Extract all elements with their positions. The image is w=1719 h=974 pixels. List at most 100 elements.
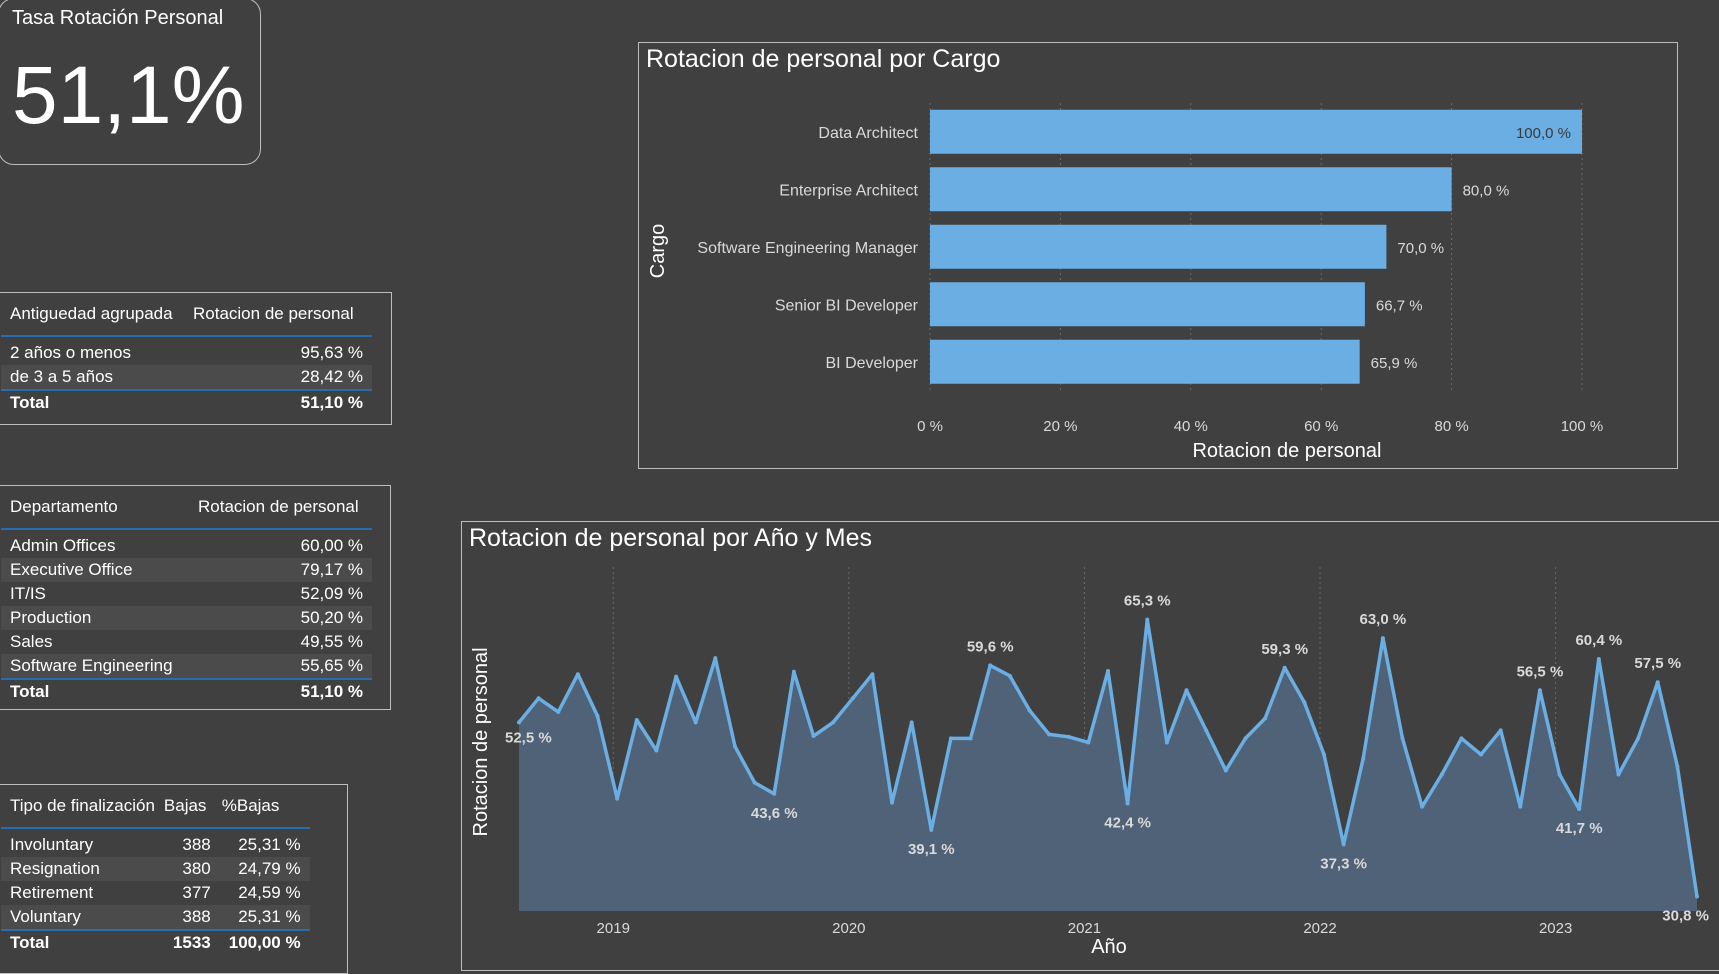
data-point[interactable]	[1695, 894, 1699, 899]
departamento-table[interactable]: Departamento Rotacion de personal Admin …	[0, 485, 391, 710]
data-point[interactable]	[575, 672, 580, 677]
data-point[interactable]	[831, 720, 836, 725]
table-cell: Software Engineering	[1, 654, 189, 679]
data-point[interactable]	[1164, 740, 1169, 745]
bar[interactable]	[930, 282, 1365, 327]
data-point[interactable]	[1675, 764, 1680, 769]
data-point[interactable]	[595, 713, 600, 718]
column-header[interactable]: Rotacion de personal	[184, 293, 372, 337]
bar[interactable]	[930, 339, 1360, 384]
data-point[interactable]	[732, 744, 737, 749]
x-tick-label: 80 %	[1434, 418, 1468, 435]
data-point[interactable]	[988, 663, 993, 668]
data-point[interactable]	[615, 796, 620, 801]
data-point[interactable]	[1459, 736, 1464, 741]
data-point[interactable]	[1420, 804, 1425, 809]
table-row[interactable]: Executive Office 79,17 %	[1, 558, 372, 582]
data-point[interactable]	[1479, 752, 1484, 757]
data-point[interactable]	[634, 717, 639, 722]
data-point[interactable]	[870, 672, 875, 677]
data-point[interactable]	[811, 734, 816, 739]
column-header[interactable]: Antiguedad agrupada	[1, 293, 184, 337]
data-point[interactable]	[1145, 617, 1150, 622]
data-point[interactable]	[890, 800, 895, 805]
data-point[interactable]	[1616, 772, 1621, 777]
area-chart-anio-mes[interactable]: Rotacion de personal por Año y Mes 52,5 …	[461, 521, 1719, 971]
kpi-card-rotacion[interactable]: Tasa Rotación Personal 51,1%	[0, 0, 261, 165]
table-cell: Total	[1, 389, 184, 415]
table-row[interactable]: Sales 49,55 %	[1, 630, 372, 654]
table-row[interactable]: Software Engineering 55,65 %	[1, 654, 372, 679]
data-point[interactable]	[1380, 636, 1385, 641]
data-point[interactable]	[1223, 768, 1228, 773]
data-point[interactable]	[850, 696, 855, 701]
data-point[interactable]	[1400, 736, 1405, 741]
data-point[interactable]	[1655, 680, 1660, 685]
category-label: Data Architect	[818, 125, 918, 142]
data-point[interactable]	[1518, 804, 1523, 809]
table-row[interactable]: Voluntary 388 25,31 %	[1, 905, 310, 930]
bar[interactable]	[930, 224, 1387, 269]
table-row[interactable]: de 3 a 5 años 28,42 %	[1, 365, 372, 390]
data-point[interactable]	[1537, 688, 1542, 693]
data-point[interactable]	[1204, 728, 1209, 733]
bar[interactable]	[930, 167, 1452, 212]
data-point[interactable]	[1066, 734, 1071, 739]
data-point[interactable]	[1557, 772, 1562, 777]
data-point[interactable]	[1243, 736, 1248, 741]
data-point[interactable]	[654, 748, 659, 753]
table-row[interactable]: IT/IS 52,09 %	[1, 582, 372, 606]
data-point[interactable]	[1596, 656, 1601, 661]
data-point[interactable]	[674, 674, 679, 679]
data-point[interactable]	[693, 720, 698, 725]
data-point[interactable]	[1341, 842, 1346, 847]
table-row[interactable]: Resignation 380 24,79 %	[1, 857, 310, 881]
data-point[interactable]	[1577, 807, 1582, 812]
data-point[interactable]	[1302, 700, 1307, 705]
data-point[interactable]	[772, 791, 777, 796]
data-point[interactable]	[517, 720, 521, 725]
finalizacion-table[interactable]: Tipo de finalización Bajas %Bajas Involu…	[0, 784, 348, 974]
table-cell: IT/IS	[10, 584, 46, 603]
antiguedad-table[interactable]: Antiguedad agrupada Rotacion de personal…	[0, 292, 392, 425]
data-point[interactable]	[1086, 740, 1091, 745]
table-row[interactable]: Involuntary 388 25,31 %	[1, 828, 310, 857]
bar-chart-cargo[interactable]: Rotacion de personal por Cargo Data Arch…	[638, 42, 1678, 469]
data-point[interactable]	[1636, 736, 1641, 741]
data-point[interactable]	[713, 656, 718, 661]
column-header[interactable]: %Bajas	[219, 785, 310, 829]
table-row[interactable]: Production 50,20 %	[1, 606, 372, 630]
data-point[interactable]	[1007, 673, 1012, 678]
table-cell: 51,10 %	[184, 389, 372, 415]
data-point[interactable]	[1321, 752, 1326, 757]
table-row[interactable]: 2 años o menos 95,63 %	[1, 336, 372, 365]
data-point[interactable]	[752, 780, 757, 785]
data-point[interactable]	[1047, 732, 1052, 737]
data-point[interactable]	[1439, 772, 1444, 777]
table-row[interactable]: Retirement 377 24,59 %	[1, 881, 310, 905]
x-tick-label: 20 %	[1043, 418, 1077, 435]
data-label: 60,4 %	[1575, 632, 1622, 649]
data-point[interactable]	[1106, 669, 1110, 674]
data-point[interactable]	[948, 736, 953, 741]
column-header[interactable]: Departamento	[1, 486, 189, 530]
bar[interactable]	[930, 109, 1582, 154]
column-header[interactable]: Tipo de finalización	[1, 785, 164, 829]
data-point[interactable]	[968, 736, 973, 741]
table-row[interactable]: Admin Offices 60,00 %	[1, 529, 372, 558]
data-point[interactable]	[1498, 728, 1503, 733]
data-point[interactable]	[556, 709, 561, 714]
column-header[interactable]: Bajas	[163, 785, 220, 829]
data-point[interactable]	[1125, 801, 1130, 806]
data-point[interactable]	[791, 669, 796, 674]
data-point[interactable]	[1263, 716, 1268, 721]
column-header[interactable]: Rotacion de personal	[189, 486, 372, 530]
table-cell: Total	[1, 678, 189, 704]
data-point[interactable]	[1282, 665, 1287, 670]
data-point[interactable]	[1027, 708, 1032, 713]
data-point[interactable]	[1184, 688, 1189, 693]
data-point[interactable]	[929, 827, 934, 832]
data-point[interactable]	[909, 720, 914, 725]
data-point[interactable]	[536, 696, 541, 701]
data-point[interactable]	[1361, 756, 1366, 761]
